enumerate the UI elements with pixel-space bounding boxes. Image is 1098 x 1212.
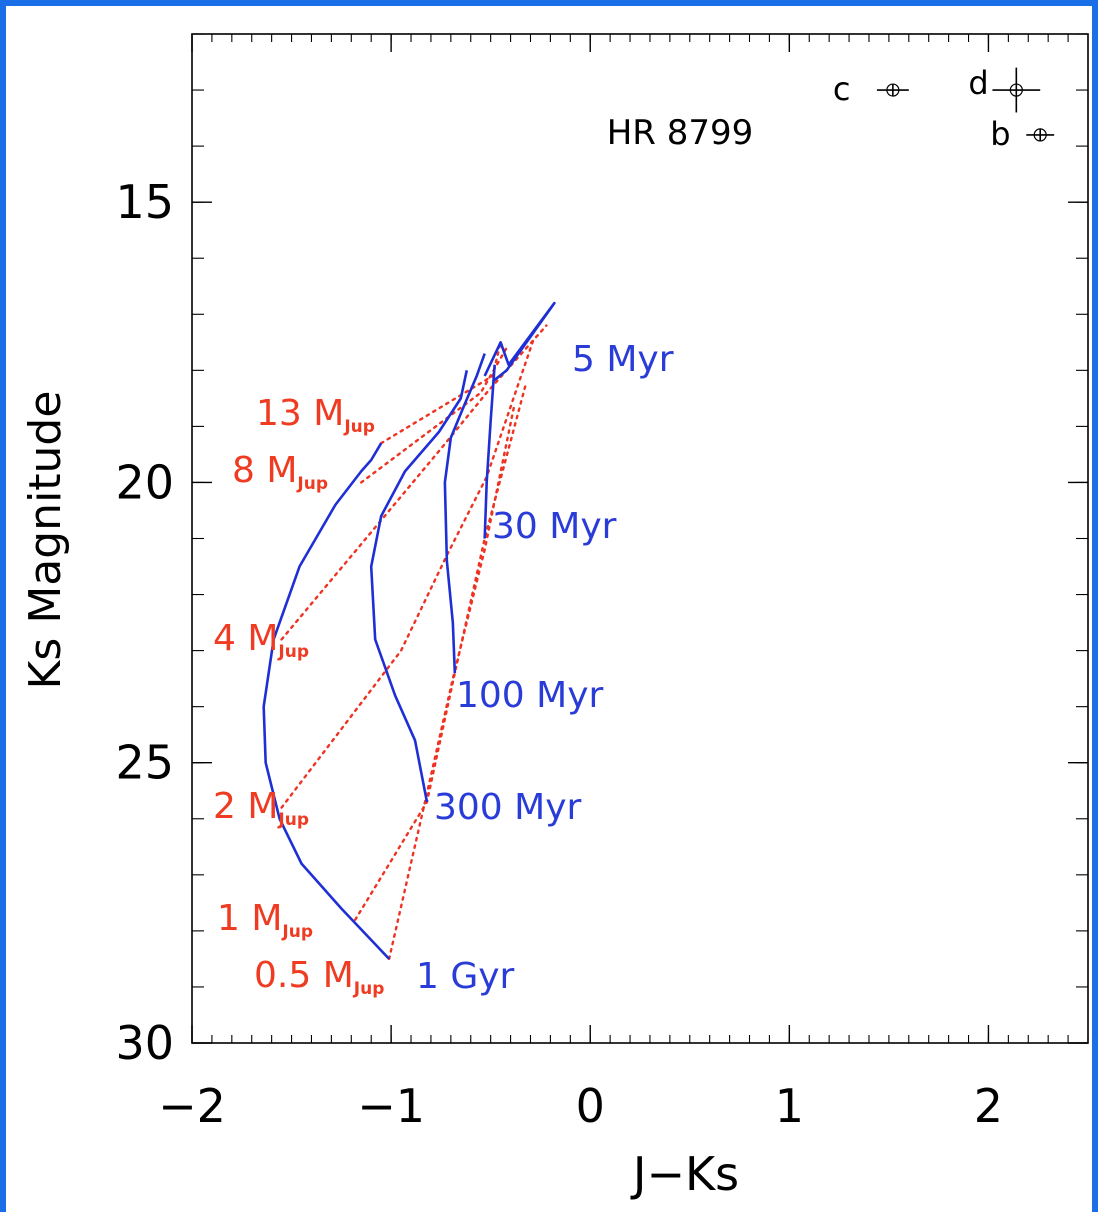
isochrone-label-1-gyr: 1 Gyr: [416, 956, 515, 997]
chart-title: HR 8799: [607, 113, 754, 153]
isochrones: [262, 301, 556, 960]
x-tick-label: −2: [158, 1079, 226, 1133]
x-axis-label: J−Ks: [630, 1147, 739, 1201]
planet-marker: [1009, 83, 1023, 97]
y-tick-label: 25: [115, 736, 174, 790]
mass-label-main: 1 M: [217, 898, 282, 939]
isochrone-100-myr: [443, 353, 486, 674]
planet-label: b: [990, 115, 1010, 153]
major-ticks: [191, 34, 1088, 1044]
mass-label-main: 4 M: [213, 618, 278, 659]
planet-marker: [886, 83, 900, 97]
mass-label-main: 2 M: [213, 786, 278, 827]
mass-label-4-m: 4 MJup: [213, 618, 309, 662]
isochrone-label-300-myr: 300 Myr: [434, 787, 582, 828]
mass-track-4-m: [280, 324, 548, 641]
isochrone-label-100-myr: 100 Myr: [456, 675, 604, 716]
labels: −2 −1 0 1 2 15 20 25 30 J−Ks Ks Magnitude HR 8799 5 …: [20, 113, 1003, 1201]
mass-label-main: 0.5 M: [254, 955, 354, 996]
mass-label-sub: Jup: [343, 417, 375, 437]
mass-label-1-m: 1 MJup: [217, 898, 313, 942]
mass-label-sub: Jup: [277, 642, 309, 662]
isochrone-label-30-myr: 30 Myr: [492, 506, 617, 547]
isochrone-5-myr: [483, 301, 556, 383]
isochrone-label-5-myr: 5 Myr: [572, 339, 674, 380]
mass-label-2-m: 2 MJup: [213, 786, 309, 830]
mass-label-13-m: 13 MJup: [256, 393, 375, 437]
y-axis-label: Ks Magnitude: [20, 391, 71, 690]
mass-label-sub: Jup: [296, 474, 328, 494]
y-tick-label: 30: [115, 1016, 174, 1070]
plot-area: [191, 33, 1089, 1044]
planet-d: d: [968, 64, 1041, 113]
planet-label: c: [833, 70, 851, 108]
mass-track-0-5-m: [387, 402, 516, 961]
planet-label: d: [968, 64, 988, 102]
planet-b: b: [990, 115, 1055, 153]
isochrone-1-gyr: [262, 442, 391, 960]
x-tick-label: 1: [775, 1079, 804, 1133]
mass-label-sub: Jup: [281, 922, 313, 942]
isochrone-300-myr: [369, 370, 469, 803]
mass-label-sub: Jup: [277, 810, 309, 830]
x-tick-label: 2: [974, 1079, 1003, 1133]
mass-label-0-5-m: 0.5 MJup: [254, 955, 384, 999]
x-tick-label: 0: [576, 1079, 605, 1133]
mass-label-main: 8 M: [232, 450, 297, 491]
mass-track-8-m: [360, 346, 508, 484]
x-tick-label: −1: [357, 1079, 425, 1133]
y-tick-label: 15: [115, 175, 174, 229]
planet-c: c: [833, 70, 909, 108]
mass-label-8-m: 8 MJup: [232, 450, 328, 494]
mass-label-main: 13 M: [256, 393, 344, 434]
isochrone-30-myr: [483, 364, 496, 539]
planet-marker: [1033, 128, 1047, 142]
mass-label-sub: Jup: [353, 979, 385, 999]
planets: c db: [833, 64, 1055, 153]
y-tick-label: 20: [115, 455, 174, 509]
mass-track-1-m: [354, 380, 528, 921]
